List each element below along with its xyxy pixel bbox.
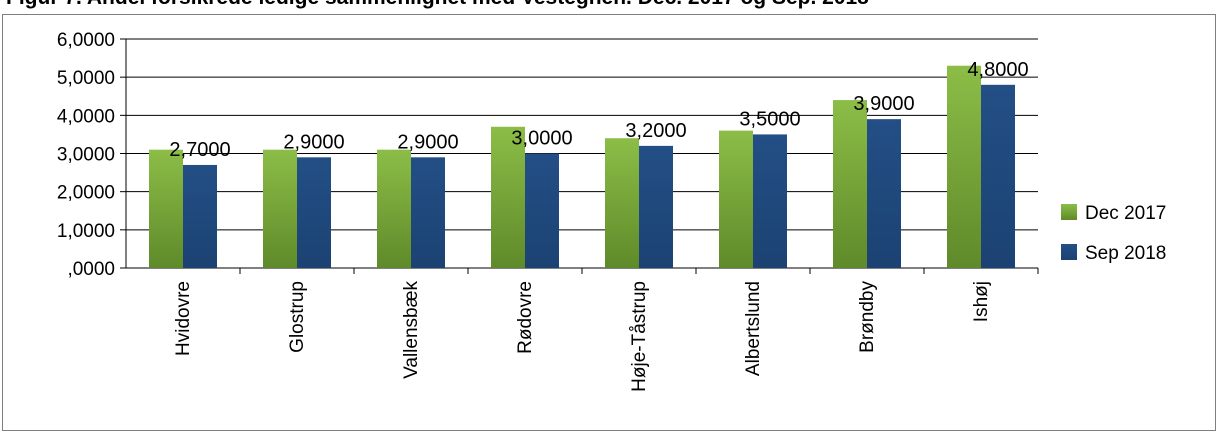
data-label: 3,9000	[853, 93, 914, 115]
chart-area: ,0000 1,0000 2,0000 3,0000 4,0000 5,0000 6,000…	[2, 14, 1216, 431]
bar-dec-2017	[833, 100, 867, 268]
y-tick-label: 6,0000	[57, 30, 115, 51]
bar-dec-2017	[377, 149, 411, 268]
legend-swatch	[1061, 204, 1077, 220]
y-tick-label: 5,0000	[57, 68, 115, 89]
y-tick-label: 1,0000	[57, 221, 115, 242]
category-label: Hvidovre	[173, 281, 194, 356]
bar-sep-2018	[297, 157, 331, 268]
chart-title: Figur 7. Andel forsikrede ledige sammenl…	[6, 0, 1218, 10]
legend-label: Sep 2018	[1085, 243, 1166, 264]
bar-sep-2018	[753, 134, 787, 268]
bar-sep-2018	[639, 145, 673, 268]
category-label: Ishøj	[971, 281, 992, 322]
category-label: Glostrup	[287, 281, 308, 353]
category-label: Vallensbæk	[401, 281, 422, 379]
bar-dec-2017	[491, 126, 525, 269]
y-tick-label: 4,0000	[57, 106, 115, 127]
bar-dec-2017	[149, 149, 183, 268]
data-label: 3,2000	[625, 120, 686, 142]
legend-swatch	[1061, 244, 1077, 260]
data-label: 2,9000	[283, 131, 344, 153]
data-label: 2,9000	[397, 131, 458, 153]
bar-chart: ,0000 1,0000 2,0000 3,0000 4,0000 5,0000 6,000…	[57, 30, 1166, 392]
category-label: Albertslund	[743, 281, 764, 376]
data-label: 3,0000	[511, 128, 572, 150]
y-tick-label: ,0000	[67, 259, 115, 280]
bar-sep-2018	[525, 153, 559, 268]
bar-dec-2017	[947, 65, 981, 268]
bar-dec-2017	[719, 130, 753, 268]
y-tick-label: 3,0000	[57, 145, 115, 166]
bar-sep-2018	[411, 157, 445, 268]
bar-sep-2018	[183, 164, 217, 268]
data-label: 4,8000	[967, 59, 1028, 81]
category-label: Rødovre	[515, 281, 536, 354]
bar-dec-2017	[605, 138, 639, 268]
data-label: 2,7000	[169, 139, 230, 161]
category-label: Brøndby	[857, 281, 878, 353]
y-tick-label: 2,0000	[57, 183, 115, 204]
bar-sep-2018	[981, 84, 1015, 268]
legend-label: Dec 2017	[1085, 203, 1166, 224]
bar-dec-2017	[263, 149, 297, 268]
data-label: 3,5000	[739, 108, 800, 130]
category-label: Høje-Tåstrup	[629, 281, 650, 392]
bar-sep-2018	[867, 119, 901, 269]
